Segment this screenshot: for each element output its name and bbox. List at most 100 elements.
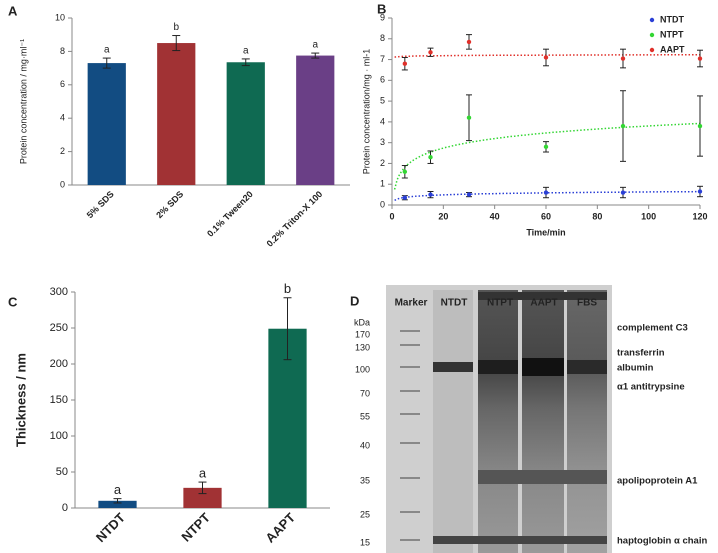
- point: [620, 56, 626, 61]
- gel-image: [386, 285, 612, 553]
- marker-label: 100: [355, 364, 370, 374]
- y-tick-label: 6: [380, 75, 385, 85]
- point: [466, 39, 472, 45]
- annotation: b: [173, 22, 179, 33]
- y-tick-label: 4: [60, 113, 65, 123]
- y-tick-label: 7: [380, 54, 385, 64]
- legend-marker: [649, 17, 655, 23]
- point: [428, 155, 433, 160]
- point: [402, 195, 408, 200]
- x-tick-label: 80: [592, 211, 602, 221]
- y-axis-label: Thickness / nm: [13, 353, 28, 447]
- column-label: AAPT: [530, 298, 557, 309]
- y-tick-label: 5: [380, 95, 385, 105]
- x-tick-label: 20: [438, 211, 448, 221]
- x-axis-label: Time/min: [526, 227, 565, 237]
- band-label: α1 antitrypsine: [617, 382, 685, 393]
- panel-label: A: [8, 3, 18, 18]
- bar: [296, 55, 335, 186]
- y-tick-label: 150: [50, 394, 68, 406]
- y-axis-label: Protein concentration/mg · ml-1: [361, 49, 371, 175]
- panel-label: B: [377, 1, 386, 16]
- point: [697, 123, 703, 129]
- band-label: haptoglobin α chain: [617, 536, 707, 547]
- x-tick-label: 120: [692, 211, 707, 221]
- column-label: FBS: [577, 298, 597, 309]
- marker-label: 130: [355, 342, 370, 352]
- x-tick-label: 0.1% Tween20: [205, 189, 255, 239]
- x-tick-label: 2% SDS: [154, 189, 185, 220]
- x-tick-label: 0: [389, 211, 394, 221]
- y-tick-label: 3: [380, 137, 385, 147]
- point: [620, 123, 626, 129]
- x-tick-label: NTDT: [93, 510, 128, 545]
- point: [543, 144, 549, 150]
- annotation: a: [243, 46, 249, 57]
- point: [402, 61, 408, 66]
- x-tick-label: 0.2% Triton-X 100: [265, 189, 325, 249]
- y-tick-label: 0: [60, 179, 65, 189]
- y-tick-label: 8: [380, 33, 385, 43]
- bar: [87, 63, 126, 186]
- annotation: b: [284, 281, 291, 296]
- x-tick-label: 100: [641, 211, 656, 221]
- y-tick-label: 8: [60, 46, 65, 56]
- annotation: a: [199, 466, 207, 481]
- trendline: [393, 122, 701, 190]
- bar: [183, 487, 222, 508]
- unit-label: kDa: [354, 317, 370, 327]
- point: [620, 190, 626, 195]
- panel-label: D: [350, 293, 359, 308]
- annotation: a: [114, 482, 122, 497]
- y-tick-label: 250: [50, 322, 68, 334]
- column-label: NTPT: [487, 298, 513, 309]
- y-tick-label: 200: [50, 358, 68, 370]
- marker-label: 40: [360, 440, 370, 450]
- band-label: transferrin: [617, 348, 665, 359]
- marker-label: 25: [360, 509, 370, 519]
- y-axis-label: Protein concentration / mg·ml⁻¹: [18, 39, 28, 164]
- y-tick-label: 6: [60, 79, 65, 89]
- point: [466, 192, 472, 197]
- y-tick-label: 1: [380, 179, 385, 189]
- y-tick-label: 2: [380, 158, 385, 168]
- y-tick-label: 0: [380, 199, 385, 209]
- bar: [157, 43, 196, 185]
- legend-marker: [649, 32, 655, 38]
- annotation: a: [104, 45, 110, 56]
- point: [402, 169, 408, 174]
- point: [543, 190, 549, 195]
- column-label: NTDT: [441, 298, 468, 309]
- point: [543, 55, 549, 60]
- marker-label: 15: [360, 537, 370, 547]
- legend-label: AAPT: [660, 44, 685, 54]
- annotation: a: [312, 40, 318, 51]
- legend-label: NTPT: [660, 29, 684, 39]
- x-tick-label: NTPT: [178, 510, 213, 545]
- y-tick-label: 100: [50, 430, 68, 442]
- y-tick-label: 2: [60, 146, 65, 156]
- x-tick-label: 40: [490, 211, 500, 221]
- bar: [226, 62, 265, 185]
- marker-label: 55: [360, 411, 370, 421]
- panel-label: C: [8, 294, 18, 309]
- legend-label: NTDT: [660, 14, 684, 24]
- y-tick-label: 50: [56, 466, 68, 478]
- y-tick-label: 10: [55, 12, 65, 22]
- column-label: Marker: [395, 298, 428, 309]
- marker-label: 35: [360, 475, 370, 485]
- point: [428, 192, 433, 197]
- band-label: apolipoprotein A1: [617, 476, 698, 487]
- y-tick-label: 9: [380, 12, 385, 22]
- marker-label: 70: [360, 388, 370, 398]
- band-label: complement C3: [617, 323, 688, 334]
- legend-marker: [649, 47, 655, 53]
- y-tick-label: 0: [62, 502, 68, 514]
- point: [428, 50, 433, 55]
- bar: [98, 500, 137, 508]
- x-tick-label: 5% SDS: [85, 189, 116, 220]
- x-tick-label: AAPT: [262, 510, 298, 546]
- marker-label: 170: [355, 329, 370, 339]
- band-label: albumin: [617, 363, 654, 374]
